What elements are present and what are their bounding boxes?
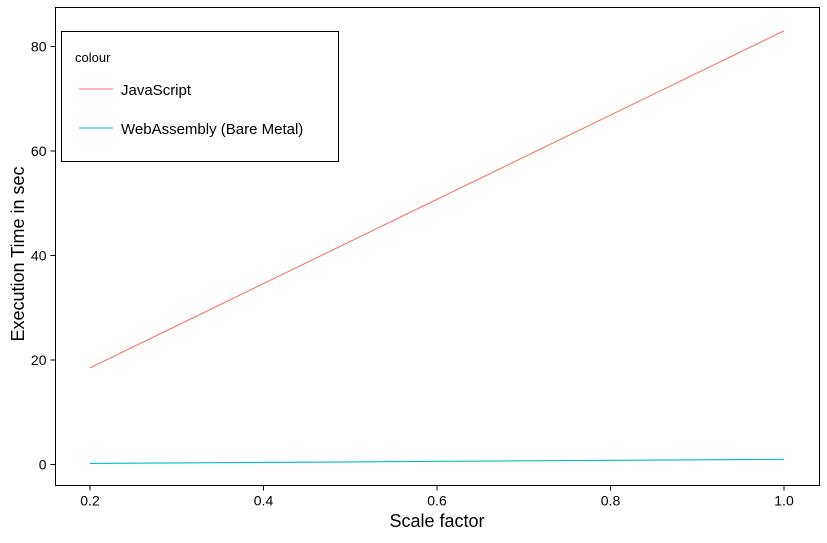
y-tick-label: 20 [31, 352, 47, 368]
y-axis-label: Execution Time in sec [8, 166, 28, 341]
x-tick-label: 1.0 [774, 493, 794, 509]
y-tick-label: 60 [31, 143, 47, 159]
legend-label-1: WebAssembly (Bare Metal) [121, 121, 303, 138]
series-line-0 [89, 30, 785, 369]
x-axis-label: Scale factor [389, 511, 484, 531]
legend-title: colour [75, 50, 111, 65]
series-line-1 [89, 458, 785, 465]
legend-label-0: JavaScript [121, 82, 192, 99]
legend-box [61, 31, 339, 162]
x-axis: 0.2 0.4 0.6 0.8 1.0 [80, 485, 794, 509]
y-tick-label: 0 [39, 457, 47, 473]
y-tick-label: 80 [31, 39, 47, 55]
x-tick-label: 0.8 [601, 493, 621, 509]
y-tick-label: 40 [31, 248, 47, 264]
series-layer [89, 30, 785, 465]
x-tick-label: 0.4 [254, 493, 274, 509]
x-tick-label: 0.2 [80, 493, 100, 509]
y-axis: 0 20 40 60 80 [31, 39, 56, 473]
x-tick-label: 0.6 [427, 493, 447, 509]
legend: colour JavaScript WebAssembly (Bare Metal… [61, 31, 339, 162]
legend-items: JavaScript WebAssembly (Bare Metal) [79, 82, 303, 138]
